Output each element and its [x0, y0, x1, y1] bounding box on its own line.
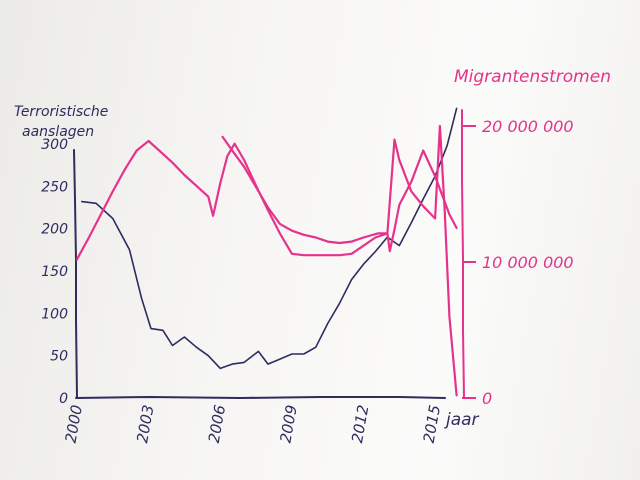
left-y-axis — [73, 149, 78, 399]
right-tick-labels: 0 10 000 000 20 000 000 — [462, 117, 574, 408]
left-axis-label-line-2: aanslagen — [22, 124, 94, 140]
series-line-left-0 — [81, 107, 458, 370]
right-y-axis — [461, 109, 465, 399]
series-line-right-2 — [221, 135, 458, 253]
left-tick-label: 150 — [41, 264, 68, 280]
right-axis-label: Migrantenstromen — [454, 67, 611, 87]
left-tick-label: 250 — [41, 179, 68, 195]
x-axis-label: jaar — [444, 410, 480, 430]
x-tick-label: 2012 — [348, 404, 372, 445]
right-tick-label: 20 000 000 — [482, 117, 574, 136]
left-tick-label: 0 — [59, 391, 68, 407]
left-tick-label: 100 — [41, 306, 68, 322]
left-tick-label: 50 — [50, 349, 68, 365]
x-tick-label: 2009 — [276, 404, 300, 445]
left-tick-label: 200 — [41, 222, 68, 238]
axes — [73, 109, 465, 400]
left-tick-labels: 0 50 100 150 200 250 300 — [41, 137, 68, 407]
right-tick-label: 0 — [482, 389, 492, 408]
x-tick-label: 2003 — [133, 404, 157, 445]
x-axis — [75, 395, 446, 400]
right-tick-label: 10 000 000 — [482, 253, 574, 272]
left-axis-label-line-1: Terroristische — [14, 104, 108, 120]
left-tick-label: 300 — [41, 137, 68, 153]
series-line-right-1 — [75, 124, 458, 397]
x-tick-labels: 2000 2003 2006 2009 2012 2015 — [62, 404, 444, 445]
x-tick-label: 2015 — [420, 404, 444, 445]
series-layer — [75, 107, 458, 397]
x-tick-label: 2000 — [62, 404, 86, 445]
x-tick-label: 2006 — [205, 404, 229, 445]
